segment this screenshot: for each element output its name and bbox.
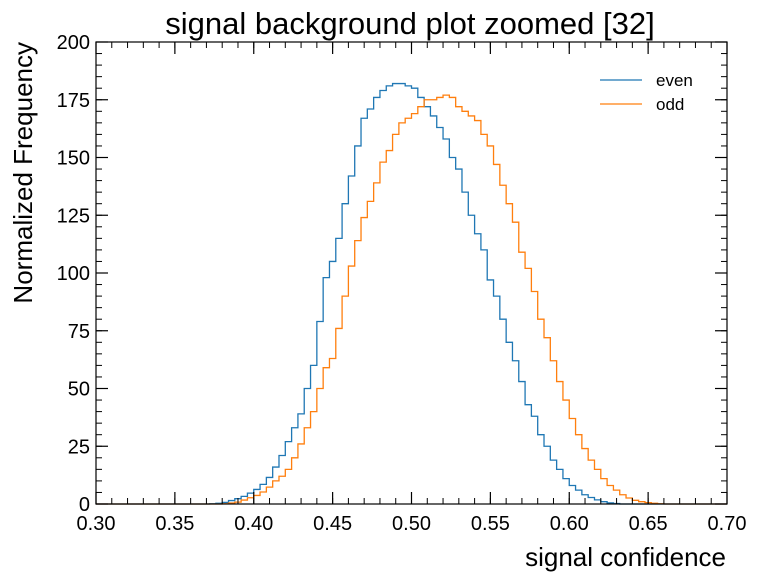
y-tick-label: 0 [79,494,90,516]
y-tick-label: 200 [57,32,90,54]
x-axis-title: signal confidence [525,542,726,572]
x-tick-label: 0.65 [629,513,668,535]
legend: even odd [600,71,693,114]
legend-label-odd: odd [656,95,684,114]
x-tick-label: 0.45 [313,513,352,535]
plot-area [96,42,727,504]
x-tick-label: 0.60 [550,513,589,535]
y-axis-title: Normalized Frequency [8,42,38,304]
series-line-odd [96,94,727,505]
chart-title: signal background plot zoomed [32] [165,6,654,41]
y-tick-label: 50 [68,379,90,401]
y-tick-label: 25 [68,436,90,458]
legend-label-even: even [656,71,693,90]
x-tick-label: 0.70 [708,513,747,535]
y-tick-label: 125 [57,205,90,227]
y-tick-label: 175 [57,90,90,112]
y-tick-label: 100 [57,263,90,285]
y-tick-label: 75 [68,321,90,343]
axes-layer: 0.30 0.35 0.40 0.45 0.50 0.55 0.60 0.65 0.70 0 25 5… [57,32,747,535]
x-tick-label: 0.35 [155,513,194,535]
y-tick-label: 150 [57,148,90,170]
x-tick-label: 0.40 [234,513,273,535]
x-tick-label: 0.55 [471,513,510,535]
plot-background [96,42,727,504]
x-tick-label: 0.30 [77,513,116,535]
x-tick-label: 0.50 [392,513,431,535]
